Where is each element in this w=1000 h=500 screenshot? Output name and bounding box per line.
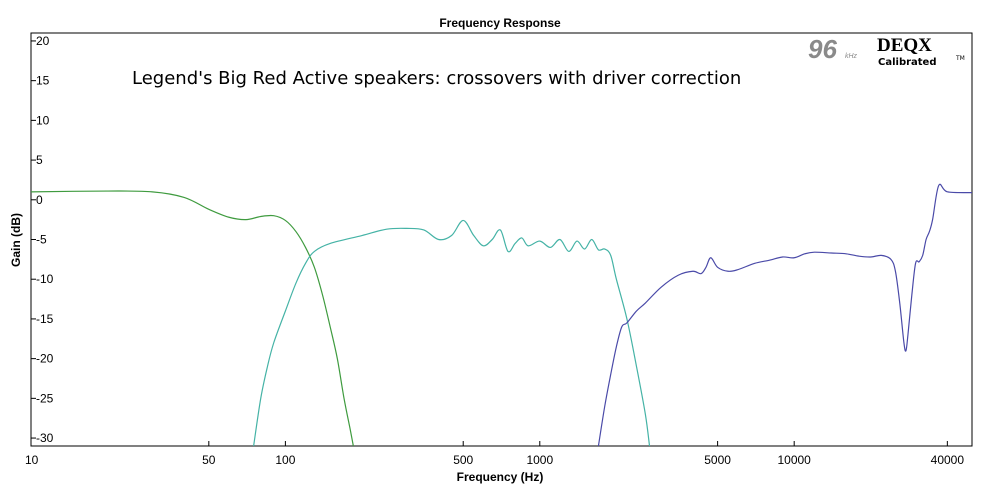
y-tick-label: -30 bbox=[36, 431, 54, 445]
x-tick-label: 10000 bbox=[777, 453, 811, 467]
logo-rate-unit: kHz bbox=[845, 53, 858, 60]
x-tick-label: 5000 bbox=[704, 453, 731, 467]
x-tick-label: 100 bbox=[275, 453, 295, 467]
y-tick-label: -15 bbox=[36, 312, 54, 326]
chart-subtitle: Legend's Big Red Active speakers: crosso… bbox=[132, 68, 741, 89]
y-tick-label: 15 bbox=[36, 74, 50, 88]
y-tick-label: 20 bbox=[36, 34, 50, 48]
x-tick-label: 50 bbox=[202, 453, 216, 467]
logo-rate: 96 bbox=[808, 34, 837, 64]
x-axis: 10 50 100 500 1000 5000 10000 40000 bbox=[25, 441, 964, 467]
logo-brand: DEQX bbox=[877, 35, 932, 56]
y-tick-label: -20 bbox=[36, 352, 54, 366]
logo-tagline: Calibrated bbox=[878, 57, 937, 68]
y-axis-label: Gain (dB) bbox=[9, 213, 23, 267]
y-tick-label: -10 bbox=[36, 272, 54, 286]
plot-frame bbox=[30, 32, 973, 447]
series-line-3 bbox=[597, 183, 973, 447]
y-tick-label: -5 bbox=[36, 233, 47, 247]
chart-title: Frequency Response bbox=[439, 16, 561, 30]
y-axis: 20 15 10 5 0 -5 -10 -15 -20 -25 -30 bbox=[31, 34, 54, 445]
y-tick-label: -25 bbox=[36, 391, 54, 405]
series-line-2 bbox=[253, 219, 651, 447]
deqx-calibrated-logo: 96 kHz DEQX Calibrated TM bbox=[808, 34, 965, 68]
x-tick-label: 40000 bbox=[931, 453, 965, 467]
series-line-1 bbox=[30, 190, 354, 447]
y-tick-label: 10 bbox=[36, 113, 50, 127]
x-axis-label: Frequency (Hz) bbox=[457, 470, 544, 484]
x-tick-label: 500 bbox=[453, 453, 473, 467]
x-tick-label: 10 bbox=[25, 453, 39, 467]
series-layer bbox=[30, 183, 973, 447]
y-tick-label: 0 bbox=[36, 193, 43, 207]
y-tick-label: 5 bbox=[36, 153, 43, 167]
logo-trademark: TM bbox=[955, 55, 965, 62]
x-tick-label: 1000 bbox=[526, 453, 553, 467]
